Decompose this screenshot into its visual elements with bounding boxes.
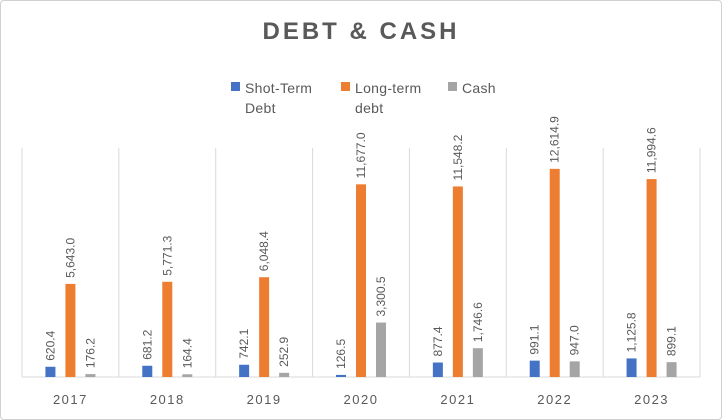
x-tick-label: 2020 [344, 392, 379, 407]
bar-cash [666, 362, 677, 377]
legend-label: Shot-Term [245, 80, 313, 96]
bar-short-term-debt [529, 360, 540, 377]
bar-short-term-debt [432, 362, 443, 377]
legend-label: Cash [462, 80, 496, 96]
data-label-long-term-debt: 12,614.9 [548, 116, 562, 163]
bar-cash [279, 372, 290, 377]
bar-cash [472, 348, 483, 377]
data-label-long-term-debt: 11,548.2 [451, 134, 465, 180]
bar-long-term-debt [65, 283, 76, 377]
x-tick-label: 2022 [537, 392, 572, 407]
bar-long-term-debt [646, 179, 657, 377]
bar-long-term-debt [259, 277, 270, 377]
data-label-cash: 947.0 [568, 325, 582, 355]
data-label-short-term-debt: 742.1 [237, 328, 251, 358]
data-label-cash: 164.4 [180, 338, 194, 368]
x-tick-label: 2019 [247, 392, 282, 407]
x-tick-label: 2018 [150, 392, 185, 407]
bar-short-term-debt [336, 374, 346, 377]
data-label-long-term-debt: 5,771.3 [160, 235, 174, 275]
bar-short-term-debt [142, 365, 153, 377]
legend-swatch-long-term-debt [341, 82, 350, 91]
x-tick-label: 2017 [53, 392, 88, 407]
data-label-long-term-debt: 5,643.0 [63, 238, 77, 278]
legend-swatch-cash [448, 82, 457, 91]
bar-cash [85, 374, 96, 377]
legend-item-short-term-debt: Shot-Term Debt [231, 78, 312, 118]
data-label-cash: 899.1 [665, 326, 679, 356]
data-label-short-term-debt: 681.2 [140, 329, 154, 359]
data-label-cash: 1,746.6 [471, 302, 485, 342]
bar-short-term-debt [239, 364, 250, 377]
data-label-cash: 3,300.5 [374, 276, 388, 316]
legend-item-long-term-debt: Long-term debt [341, 78, 422, 118]
bar-long-term-debt [549, 168, 560, 377]
bar-short-term-debt [45, 366, 56, 377]
bar-cash [569, 361, 580, 377]
legend-label: debt [355, 100, 384, 116]
bar-cash [376, 322, 386, 377]
legend-swatch-short-term-debt [231, 82, 240, 91]
legend-label: Debt [245, 100, 276, 116]
bar-short-term-debt [626, 358, 637, 377]
bar-long-term-debt [162, 281, 173, 377]
data-label-cash: 252.9 [277, 336, 291, 366]
data-label-long-term-debt: 11,994.6 [645, 127, 659, 173]
data-label-long-term-debt: 6,048.4 [257, 231, 271, 271]
data-label-cash: 176.2 [83, 338, 97, 368]
legend-item-cash: Cash [448, 78, 496, 98]
x-tick-label: 2023 [634, 392, 669, 407]
data-label-short-term-debt: 991.1 [528, 324, 542, 354]
chart-title: DEBT & CASH [262, 18, 460, 45]
legend-label: Long-term [355, 80, 422, 96]
data-label-short-term-debt: 877.4 [431, 326, 445, 356]
bar-cash [182, 374, 193, 377]
bar-long-term-debt [356, 184, 366, 377]
data-label-short-term-debt: 1,125.8 [625, 312, 639, 352]
bar-long-term-debt [452, 186, 463, 377]
data-label-short-term-debt: 620.4 [43, 330, 57, 360]
data-label-short-term-debt: 126.5 [334, 339, 348, 369]
x-tick-label: 2021 [440, 392, 475, 407]
data-label-long-term-debt: 11,677.0 [354, 132, 368, 178]
